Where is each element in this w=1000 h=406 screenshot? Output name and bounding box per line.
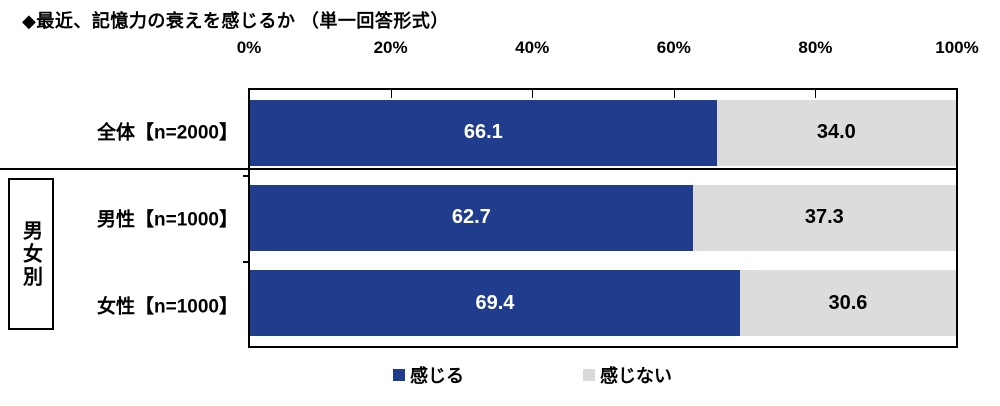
legend-swatch-not-feel: [583, 369, 595, 381]
category-label: 男性【n=1000】: [97, 209, 238, 231]
category-label: 全体【n=2000】: [97, 122, 238, 144]
legend: 感じる 感じない: [0, 362, 1000, 392]
axis-tick-mark: [532, 90, 534, 98]
x-axis-tick-label: 40%: [515, 38, 550, 57]
x-axis-tick-label: 20%: [373, 38, 408, 57]
x-axis: 0% 20% 40% 60% 80% 100%: [237, 38, 979, 62]
bar-track: 66.1 34.0: [250, 99, 956, 166]
x-axis-tick-label: 80%: [798, 38, 833, 57]
bar-segment-not-feel: 37.3: [692, 184, 956, 251]
bar-segment-feel: 66.1: [250, 99, 717, 166]
bar-segment-not-feel: 34.0: [716, 99, 956, 166]
category-labels: 全体【n=2000】 男性【n=1000】 女性【n=1000】: [60, 0, 238, 348]
bar-row: 69.4 30.6: [250, 261, 956, 346]
bar-row: 62.7 37.3: [250, 175, 956, 260]
legend-item-feel: 感じる: [393, 362, 464, 388]
legend-label: 感じない: [600, 366, 672, 386]
category-tick-mark: [243, 175, 249, 177]
category-tick-mark: [243, 261, 249, 263]
legend-label: 感じる: [410, 366, 464, 386]
legend-item-not-feel: 感じない: [583, 362, 672, 388]
legend-swatch-feel: [393, 369, 405, 381]
chart-title: ◆最近、記憶力の衰えを感じるか （単一回答形式）: [22, 11, 449, 31]
bar-track: 69.4 30.6: [250, 270, 956, 337]
bar-segment-feel: 62.7: [250, 184, 693, 251]
group-separator-line: [0, 168, 958, 170]
bar-segment-feel: 69.4: [250, 270, 740, 337]
x-axis-tick-label: 0%: [236, 38, 262, 57]
row-group-label: 男女別: [19, 219, 42, 289]
bar-row: 66.1 34.0: [250, 90, 956, 175]
x-axis-tick-label: 60%: [656, 38, 691, 57]
bar-segment-not-feel: 30.6: [739, 270, 956, 337]
plot-area: 66.1 34.0 62.7 37.3 69.4 30.6: [243, 88, 958, 348]
bar-track: 62.7 37.3: [250, 184, 956, 251]
category-label: 女性【n=1000】: [97, 296, 238, 318]
x-axis-tick-label: 100%: [935, 38, 979, 57]
axis-tick-mark: [673, 90, 675, 98]
axis-tick-mark: [391, 90, 393, 98]
row-group-box: 男女別: [8, 178, 54, 330]
axis-tick-mark: [814, 90, 816, 98]
